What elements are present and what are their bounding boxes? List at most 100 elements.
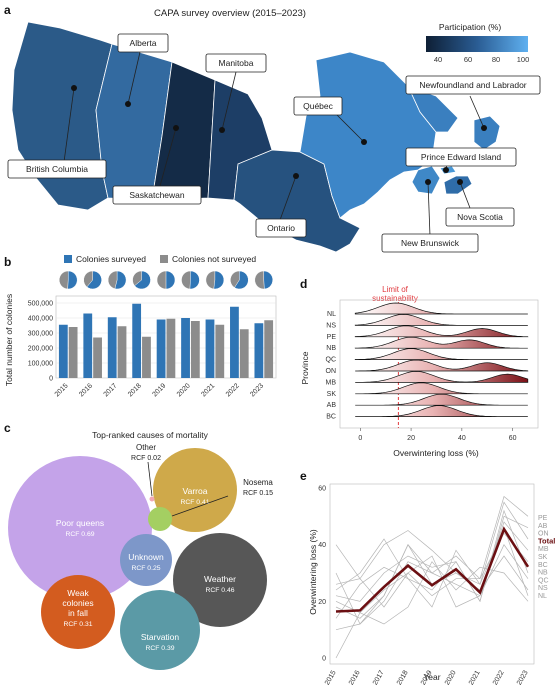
bubble-other bbox=[149, 496, 155, 502]
line-total bbox=[335, 526, 530, 613]
pie-surveyed bbox=[234, 270, 249, 290]
x-tick-label: 0 bbox=[358, 435, 362, 442]
panel-label-c: c bbox=[4, 421, 11, 435]
legend-swatch-not-surveyed bbox=[160, 255, 168, 263]
legend-swatch-surveyed bbox=[64, 255, 72, 263]
panel-e-frame bbox=[329, 483, 535, 665]
bubble-label: in fall bbox=[68, 608, 88, 618]
bubble-unknown bbox=[120, 534, 172, 586]
bar-surveyed bbox=[58, 324, 68, 378]
row-label: SK bbox=[327, 391, 337, 398]
pie-surveyed bbox=[134, 270, 151, 290]
series-label: NB bbox=[538, 570, 548, 577]
series-label: ON bbox=[538, 531, 549, 538]
participation-legend-title: Participation (%) bbox=[439, 22, 502, 32]
participation-colorbar bbox=[426, 36, 528, 52]
x-tick-label: 40 bbox=[458, 435, 466, 442]
x-tick-label: 2016 bbox=[348, 669, 362, 685]
line-nb bbox=[335, 544, 529, 608]
label-manitoba: Manitoba bbox=[219, 58, 254, 68]
pie-surveyed bbox=[165, 270, 176, 290]
y-tick-label: 100,000 bbox=[28, 361, 53, 368]
x-tick-label: 2015 bbox=[324, 669, 338, 685]
bubble-label: Starvation bbox=[141, 632, 180, 642]
x-tick-label: 2019 bbox=[151, 382, 167, 398]
bar-not-surveyed bbox=[215, 324, 225, 378]
x-tick-label: 2022 bbox=[492, 669, 506, 685]
bubble-weak-colonies bbox=[41, 575, 115, 649]
bubble-value: RCF 0.02 bbox=[131, 455, 161, 462]
label-prince-edward-island: Prince Edward Island bbox=[421, 152, 502, 162]
y-tick-label: 400,000 bbox=[28, 316, 53, 323]
ridge-qc bbox=[354, 348, 528, 360]
bar-surveyed bbox=[181, 318, 190, 378]
panel-label-a: a bbox=[4, 3, 11, 17]
panel-b-ylabel: Total number of colonies bbox=[4, 294, 14, 386]
ridge-on bbox=[355, 359, 529, 372]
x-tick-label: 2023 bbox=[249, 382, 265, 398]
bar-surveyed bbox=[230, 306, 239, 378]
y-tick-label: 20 bbox=[318, 599, 326, 606]
bubble-nosema bbox=[148, 507, 172, 531]
panel-b-yaxis: 0 100,000 200,000 300,000 400,000 500,000 bbox=[28, 301, 53, 383]
row-label: BC bbox=[326, 414, 336, 421]
bubble-value: RCF 0.41 bbox=[180, 499, 209, 506]
y-tick-label: 200,000 bbox=[28, 346, 53, 353]
label-new-brunswick: New Brunswick bbox=[401, 238, 460, 248]
x-tick-label: 2020 bbox=[444, 669, 458, 685]
ridge-bc bbox=[355, 405, 528, 417]
bubble-label: Varroa bbox=[183, 486, 208, 496]
panel-label-b: b bbox=[4, 255, 11, 269]
label-nova-scotia: Nova Scotia bbox=[457, 212, 503, 222]
row-label: NL bbox=[327, 311, 336, 318]
panel-d-xlabel: Overwintering loss (%) bbox=[393, 448, 479, 458]
row-label: QC bbox=[326, 357, 337, 364]
ridge-mb bbox=[355, 371, 529, 383]
participation-pies bbox=[58, 270, 274, 290]
pie-surveyed bbox=[263, 270, 274, 290]
bar-surveyed bbox=[132, 303, 142, 378]
series-label: SK bbox=[538, 554, 548, 561]
other-leader bbox=[147, 461, 153, 497]
row-label: ON bbox=[326, 368, 337, 375]
ridge-nb bbox=[354, 336, 528, 349]
panel-d-frame bbox=[339, 299, 539, 429]
line-ab bbox=[335, 515, 529, 619]
legend-tick: 40 bbox=[434, 55, 442, 64]
legend-tick: 100 bbox=[517, 55, 530, 64]
y-tick-label: 0 bbox=[322, 656, 326, 663]
map-callouts: British Columbia Alberta Saskatchewan Ma… bbox=[7, 33, 541, 253]
bar-surveyed bbox=[156, 319, 166, 378]
y-tick-label: 500,000 bbox=[28, 301, 53, 308]
row-label: PE bbox=[327, 334, 337, 341]
ridge-pe bbox=[354, 325, 529, 338]
x-tick-label: 60 bbox=[509, 435, 517, 442]
pie-surveyed bbox=[114, 270, 127, 290]
row-label: NS bbox=[326, 322, 336, 329]
panel-d-ylabel: Province bbox=[300, 351, 310, 384]
bar-not-surveyed bbox=[264, 320, 274, 378]
series-label: MB bbox=[538, 546, 549, 553]
line-nl bbox=[335, 561, 529, 659]
x-tick-label: 2018 bbox=[396, 669, 410, 685]
province-newfoundland-labrador bbox=[407, 85, 501, 151]
pie-surveyed bbox=[86, 270, 102, 290]
mortality-bubbles: Poor queens RCF 0.69 Varroa RCF 0.41 Wea… bbox=[8, 443, 273, 670]
x-tick-label: 2021 bbox=[468, 669, 482, 685]
bar-not-surveyed bbox=[190, 321, 200, 378]
bubble-label: Unknown bbox=[128, 552, 164, 562]
bubble-value: RCF 0.15 bbox=[243, 490, 273, 497]
bubble-value: RCF 0.25 bbox=[131, 565, 160, 572]
bubble-label: Nosema bbox=[243, 478, 273, 487]
x-tick-label: 20 bbox=[407, 435, 415, 442]
row-label: AB bbox=[327, 402, 337, 409]
row-label: MB bbox=[326, 379, 337, 386]
map-callout-dots bbox=[71, 85, 487, 185]
bubble-poor-queens bbox=[8, 456, 152, 600]
label-british-columbia: British Columbia bbox=[26, 164, 88, 174]
bar-surveyed bbox=[107, 317, 117, 378]
panel-e-xlabel: Year bbox=[423, 672, 440, 682]
bubble-label: Poor queens bbox=[56, 518, 104, 528]
